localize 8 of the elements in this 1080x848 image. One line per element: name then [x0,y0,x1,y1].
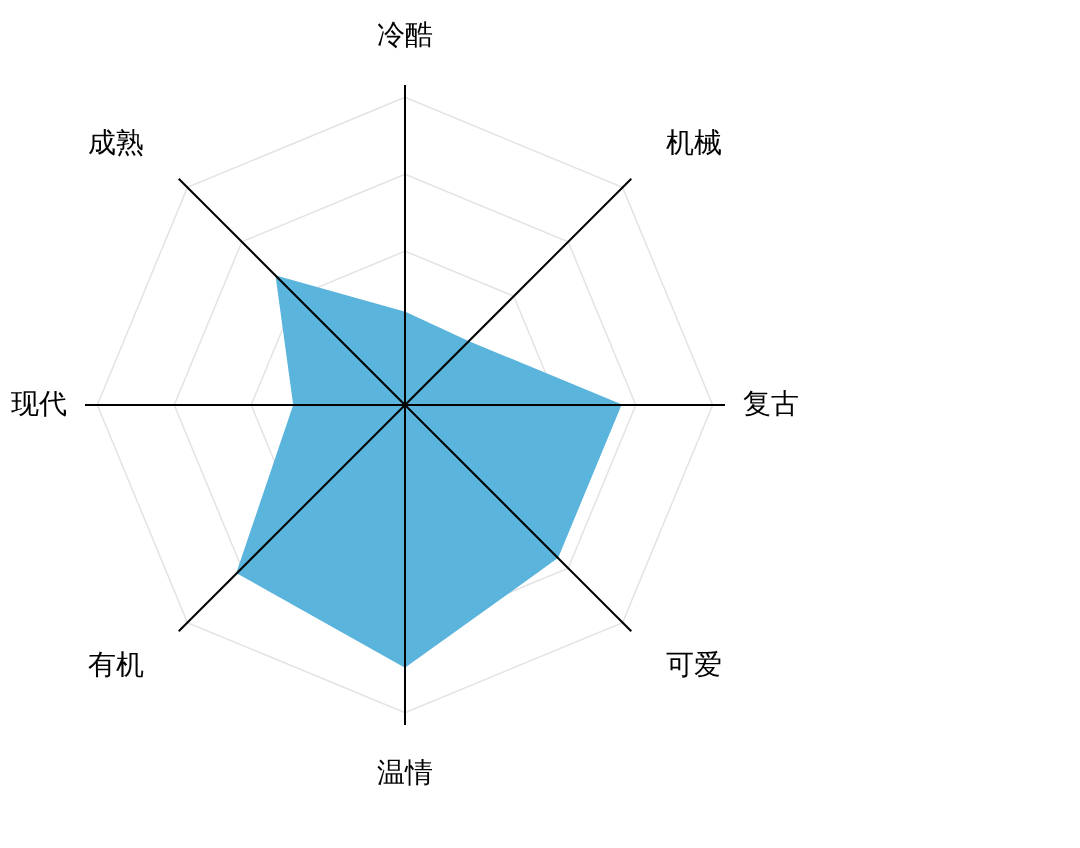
spoke-label: 成熟 [87,125,144,159]
spoke-label: 可爱 [666,648,723,682]
spoke-label: 冷酷 [377,17,433,51]
spoke-label: 现代 [10,387,67,420]
spoke-label: 温情 [377,756,433,790]
spoke-label: 有机 [87,648,144,682]
spoke-label: 复古 [743,387,800,420]
spoke-label: 机械 [666,125,723,159]
